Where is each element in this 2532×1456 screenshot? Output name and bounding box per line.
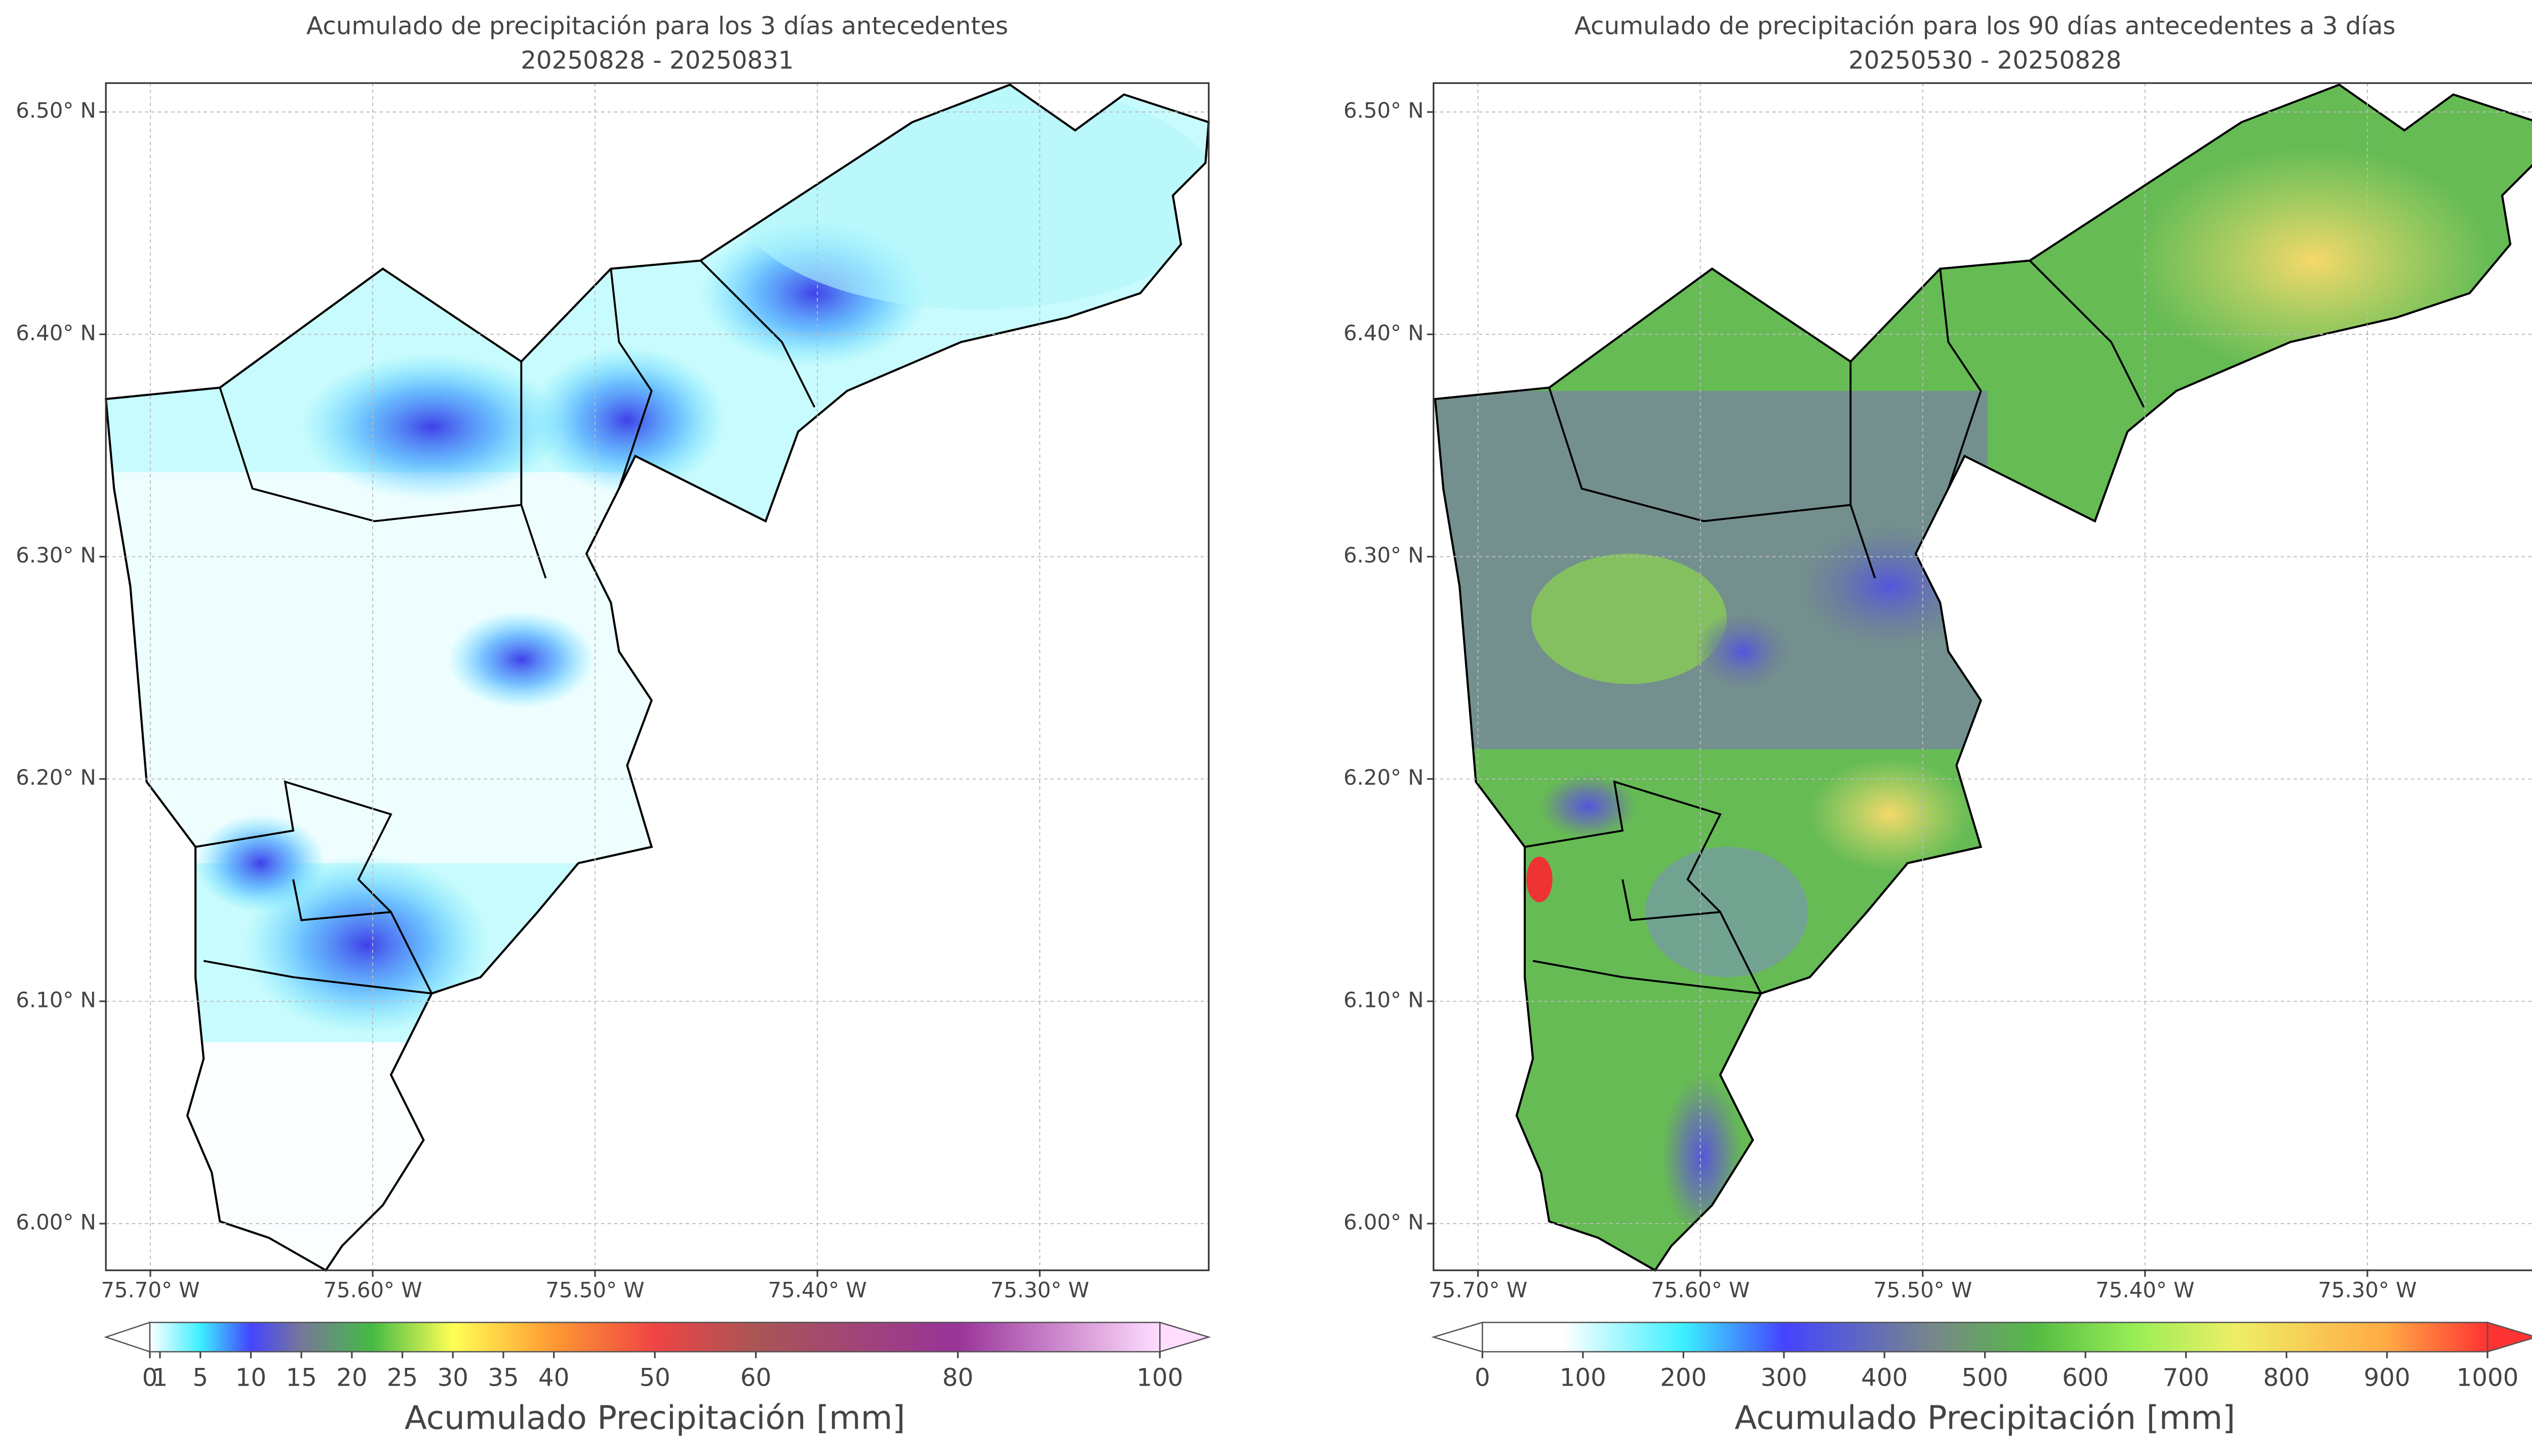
x-tick-label: 75.60° W [1651, 1278, 1750, 1303]
x-tick-label: 75.70° W [1429, 1278, 1527, 1303]
map-frame [1433, 82, 2532, 1271]
colorbar-tick-label: 80 [942, 1364, 973, 1392]
colorbar-tick-label: 500 [1962, 1364, 2008, 1392]
colorbar-tick-label: 200 [1660, 1364, 1707, 1392]
colorbar-tick-label: 0 [1475, 1364, 1490, 1392]
colorbar-tick-label: 100 [1560, 1364, 1606, 1392]
colorbar-tick-label: 5 [192, 1364, 208, 1392]
colorbar-tick-label: 400 [1861, 1364, 1908, 1392]
colorbar-tick-label: 30 [438, 1364, 468, 1392]
colorbar [1482, 1321, 2488, 1353]
colorbar-label: Acumulado Precipitación [mm] [405, 1399, 905, 1437]
y-tick-label: 6.20° N [16, 765, 96, 790]
x-tick-label: 75.50° W [1873, 1278, 1972, 1303]
x-tick-label: 75.30° W [991, 1278, 1089, 1303]
colorbar-ext-high [1159, 1321, 1211, 1353]
x-tick-label: 75.40° W [768, 1278, 867, 1303]
y-tick-label: 6.00° N [1343, 1209, 1424, 1234]
map-title: Acumulado de precipitación para los 3 dí… [306, 12, 1008, 41]
colorbar-label: Acumulado Precipitación [mm] [1734, 1399, 2235, 1437]
x-tick-label: 75.50° W [545, 1278, 644, 1303]
map-title: Acumulado de precipitación para los 90 d… [1574, 12, 2396, 41]
colorbar-tick-label: 50 [639, 1364, 670, 1392]
colorbar-ext-low [104, 1321, 151, 1353]
y-tick-label: 6.10° N [1343, 987, 1424, 1012]
colorbar-tick-label: 60 [740, 1364, 771, 1392]
colorbar-tick-label: 700 [2163, 1364, 2209, 1392]
colorbar-tick-label: 20 [336, 1364, 367, 1392]
colorbar [149, 1321, 1161, 1353]
map-frame [105, 82, 1210, 1271]
colorbar-tick-label: 600 [2062, 1364, 2109, 1392]
x-tick-label: 75.70° W [101, 1278, 200, 1303]
colorbar-tick-label: 300 [1761, 1364, 1807, 1392]
y-tick-label: 6.30° N [16, 543, 96, 568]
y-tick-label: 6.50° N [16, 98, 96, 123]
y-tick-label: 6.00° N [16, 1209, 96, 1234]
colorbar-ext-low [1431, 1321, 1483, 1353]
colorbar-tick-label: 1 [152, 1364, 168, 1392]
y-tick-label: 6.40° N [1343, 320, 1424, 345]
colorbar-tick-label: 900 [2364, 1364, 2410, 1392]
colorbar-tick-label: 800 [2263, 1364, 2310, 1392]
map-field-right [1434, 85, 2532, 1270]
x-tick-label: 75.30° W [2318, 1278, 2417, 1303]
colorbar-tick-label: 40 [538, 1364, 569, 1392]
y-tick-label: 6.20° N [1343, 765, 1424, 790]
colorbar-tick-label: 10 [235, 1364, 266, 1392]
colorbar-tick-label: 1000 [2457, 1364, 2519, 1392]
colorbar-tick-label: 35 [488, 1364, 519, 1392]
colorbar-tick-label: 15 [286, 1364, 316, 1392]
map-subtitle: 20250828 - 20250831 [521, 46, 794, 74]
y-tick-label: 6.40° N [16, 320, 96, 345]
map-subtitle: 20250530 - 20250828 [1848, 46, 2121, 74]
y-tick-label: 6.30° N [1343, 543, 1424, 568]
colorbar-ext-high [2486, 1321, 2532, 1353]
colorbar-tick-label: 100 [1136, 1364, 1183, 1392]
y-tick-label: 6.10° N [16, 987, 96, 1012]
x-tick-label: 75.40° W [2095, 1278, 2194, 1303]
colorbar-tick-label: 0 [142, 1364, 158, 1392]
y-tick-label: 6.50° N [1343, 98, 1424, 123]
map-field-left [98, 82, 1222, 1286]
x-tick-label: 75.60° W [323, 1278, 422, 1303]
colorbar-tick-label: 25 [387, 1364, 418, 1392]
